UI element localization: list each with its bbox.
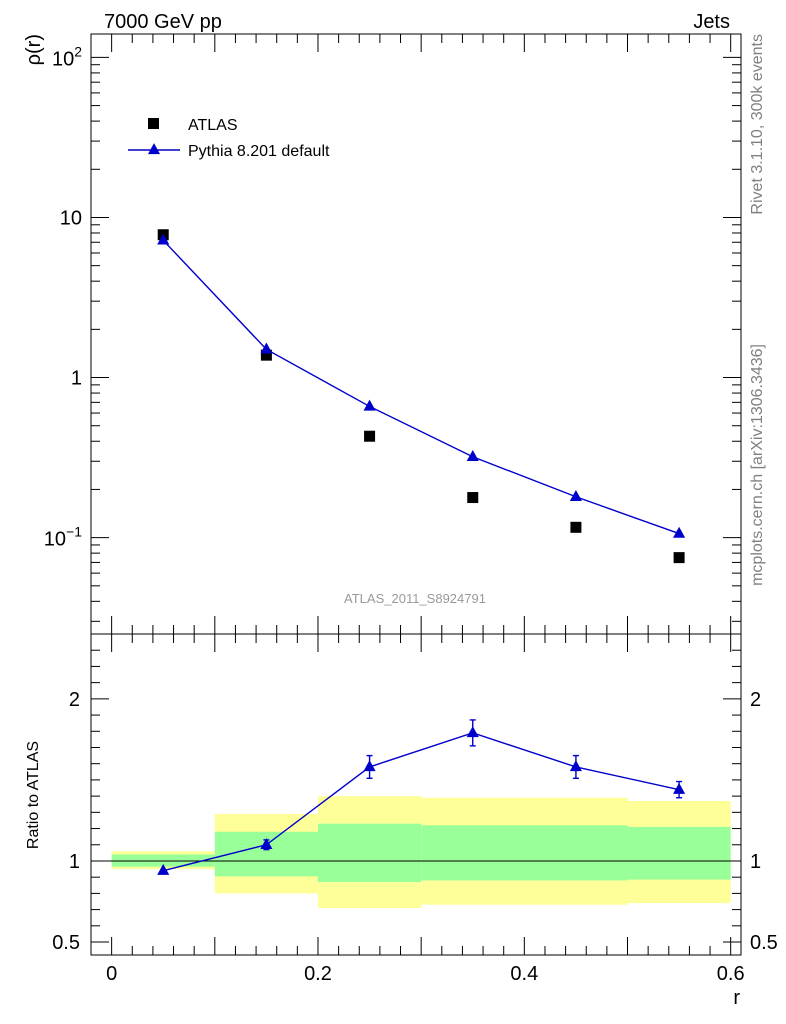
upper-plot: 102 10 1 10−1 ATLAS_2011_S8924791 ρ(r) ATLA… [23,33,742,635]
legend-pythia-label: Pythia 8.201 default [188,143,330,160]
upper-y-axis-label: ρ(r) [23,34,45,65]
x-tick-label: 0.4 [510,963,538,985]
pythia-point-1 [260,342,273,354]
lower-frame-rect [90,633,742,956]
ratio-plot-marks [91,719,741,875]
ratio-plot: 0 0.2 0.4 0.60.5 0.51 12 2 Ratio to ATLAS r [25,633,778,1009]
upper-plot-ticks: 102 10 1 10−1 [44,34,741,634]
y-tick-label-right: 0.5 [750,932,778,954]
ratio-y-axis-label: Ratio to ATLAS [25,741,42,849]
band-inner-4 [627,826,731,880]
ratio-plot-frame [90,633,742,956]
atlas-point-4 [570,521,582,533]
pythia-point-4 [569,489,582,501]
legend: ATLAS Pythia 8.201 default [128,117,330,160]
header-right-label: Jets [693,11,730,33]
y-tick-label-left: 1 [69,851,80,873]
band-inner-3 [421,825,628,881]
legend-atlas-marker [148,118,159,129]
x-tick-label: 0.2 [304,963,332,985]
ratio-point-0 [157,863,170,875]
ratio-point-5 [673,782,686,794]
y-tick-label: 10−1 [44,524,82,551]
ratio-point-2 [363,760,376,772]
pythia-line [162,239,680,535]
y-tick-label-left: 0.5 [52,932,80,954]
side-text-mcplots: mcplots.cern.ch [arXiv:1306.3436] [749,344,766,586]
atlas-point-1 [260,349,272,361]
ratio-point-3 [466,726,479,738]
x-tick-label: 0.6 [717,963,745,985]
y-tick-label: 102 [52,43,82,70]
ratio-point-1 [260,837,273,849]
header-left-label: 7000 GeV pp [104,11,222,33]
y-tick-label: 10 [60,207,82,229]
y-tick-label-left: 2 [69,689,80,711]
side-text-rivet: Rivet 3.1.10, 300k events [749,34,766,215]
ratio-line [163,732,680,872]
upper-plot-marks [157,229,686,564]
pythia-point-0 [157,233,170,245]
ratio-uncertainty-bands [111,796,731,908]
band-inner-2 [317,823,422,883]
legend-pythia-marker [147,143,161,155]
atlas-point-2 [364,430,376,442]
legend-atlas-label: ATLAS [188,117,238,134]
x-tick-label: 0 [106,963,117,985]
pythia-point-3 [466,449,479,461]
y-tick-label: 1 [71,368,82,390]
atlas-point-5 [673,552,685,564]
x-axis-label: r [733,987,740,1009]
y-tick-label-right: 1 [750,851,761,873]
pythia-point-5 [673,526,686,538]
pythia-point-2 [363,399,376,411]
ratio-point-4 [569,760,582,772]
analysis-watermark: ATLAS_2011_S8924791 [344,591,486,606]
y-tick-label-right: 2 [750,689,761,711]
atlas-point-3 [467,492,479,504]
